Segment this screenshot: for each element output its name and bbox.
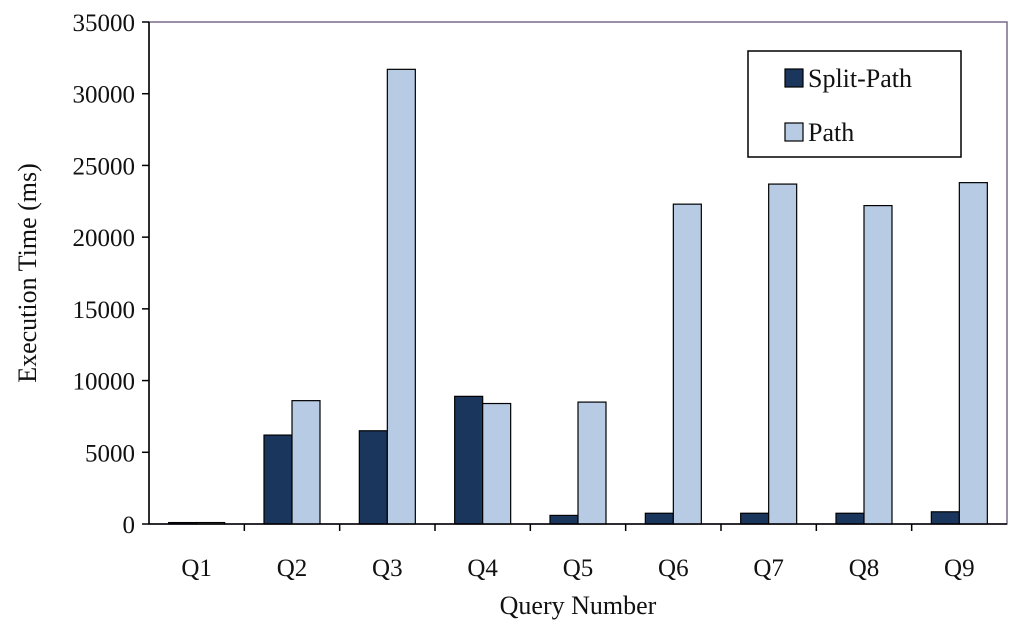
y-tick-label: 10000 xyxy=(73,369,136,396)
bars-layer xyxy=(168,68,988,525)
legend-swatch-split-path xyxy=(784,68,804,88)
y-tick-label: 30000 xyxy=(73,82,136,109)
x-tick-label: Q9 xyxy=(944,555,975,582)
bar-path-q7 xyxy=(768,183,798,525)
y-tick-label: 35000 xyxy=(73,10,136,37)
y-axis-title: Execution Time (ms) xyxy=(13,163,42,383)
y-tick-label: 25000 xyxy=(73,153,136,180)
x-tick-label: Q7 xyxy=(753,555,784,582)
x-tick-label: Q6 xyxy=(658,555,689,582)
bar-path-q2 xyxy=(291,400,321,525)
bar-split-path-q6 xyxy=(644,512,674,525)
y-tick-label: 15000 xyxy=(73,297,136,324)
bar-split-path-q7 xyxy=(740,512,770,525)
legend-label-split-path: Split-Path xyxy=(808,64,912,93)
y-tick-label: 0 xyxy=(123,512,136,539)
x-tick-label: Q8 xyxy=(849,555,880,582)
x-axis-title: Query Number xyxy=(500,591,657,620)
bar-path-q4 xyxy=(482,402,512,525)
y-axis-ticks: 0 5000 10000 15000 20000 25000 30000 35000 xyxy=(73,10,149,539)
bar-path-q9 xyxy=(958,182,988,525)
bar-split-path-q2 xyxy=(263,434,293,525)
bar-split-path-q8 xyxy=(835,512,865,525)
bar-path-q8 xyxy=(863,204,893,525)
bar-split-path-q4 xyxy=(454,395,484,525)
legend-label-path: Path xyxy=(808,118,854,147)
bar-path-q3 xyxy=(386,68,416,525)
bar-split-path-q3 xyxy=(358,430,388,525)
y-tick-label: 20000 xyxy=(73,225,136,252)
bar-path-q6 xyxy=(672,203,702,525)
x-tick-label: Q2 xyxy=(277,555,308,582)
x-tick-label: Q1 xyxy=(181,555,212,582)
bar-split-path-q5 xyxy=(549,514,579,525)
bar-split-path-q9 xyxy=(930,511,960,525)
x-axis-ticks: Q1 Q2 Q3 Q4 Q5 Q6 Q7 Q8 Q9 xyxy=(181,524,975,582)
x-tick-label: Q4 xyxy=(467,555,498,582)
legend-swatch-path xyxy=(784,122,804,142)
bar-path-q5 xyxy=(577,401,607,525)
y-tick-label: 5000 xyxy=(85,440,135,467)
legend: Split-Path Path xyxy=(747,50,962,158)
x-tick-label: Q5 xyxy=(563,555,594,582)
legend-box xyxy=(747,50,962,158)
x-tick-label: Q3 xyxy=(372,555,403,582)
